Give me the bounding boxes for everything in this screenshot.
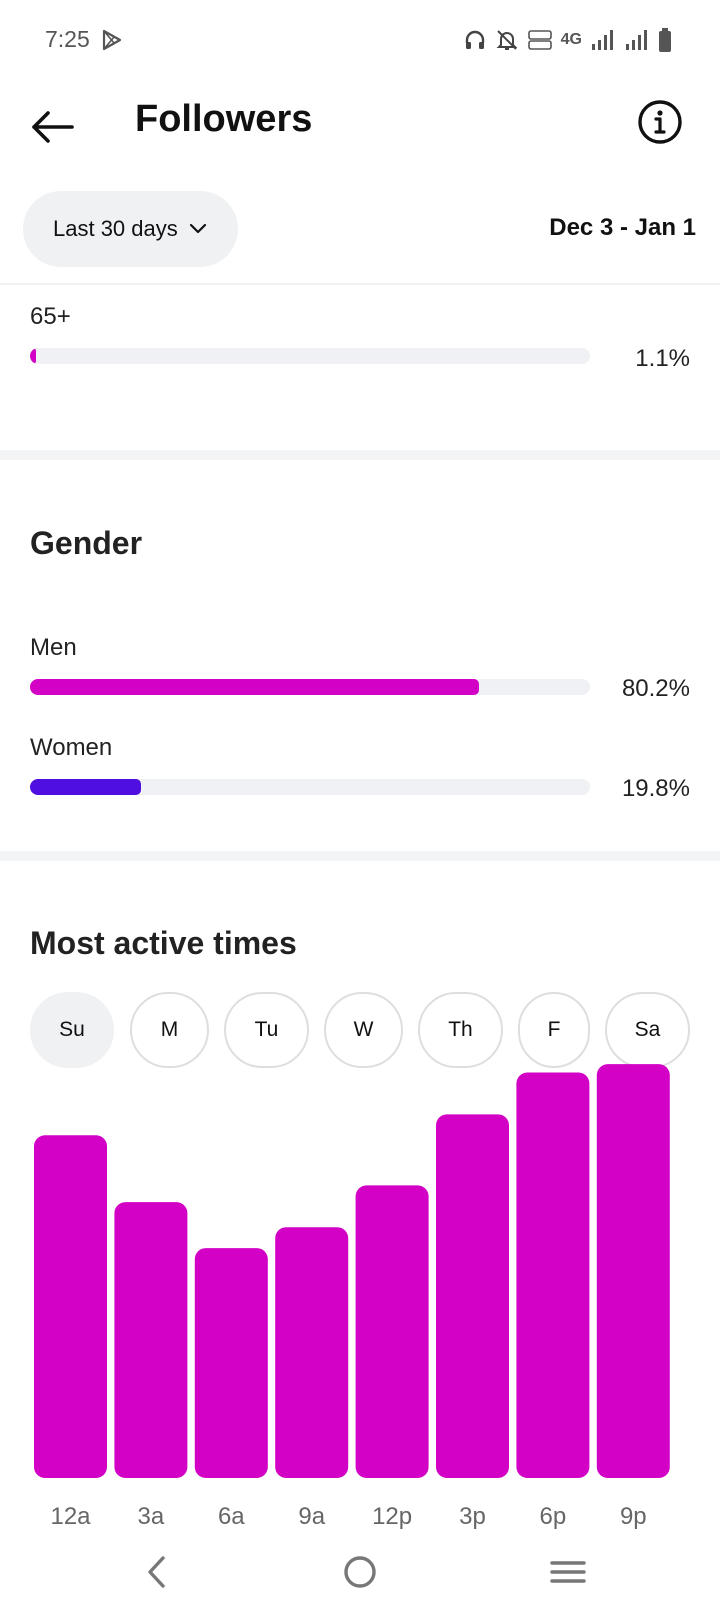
- chart-bar-12p: [355, 1185, 429, 1478]
- gender-value-men: 80.2%: [621, 675, 690, 702]
- active-times-chart: 12a 3a 6a 9a 12p 3p 6p 9p: [34, 1064, 670, 1530]
- chart-tick-label: 9a: [298, 1503, 325, 1530]
- date-range-dropdown[interactable]: Last 30 days: [23, 191, 238, 267]
- bell-muted-icon: [496, 30, 518, 50]
- signal-icon-2: [626, 30, 647, 50]
- gender-bar-fill-women: [30, 779, 141, 795]
- gender-bar-track-men: [30, 679, 590, 695]
- chart-tick-label: 12a: [50, 1503, 91, 1530]
- day-chip-f[interactable]: F: [518, 992, 590, 1068]
- chart-bar-3a: [114, 1202, 188, 1478]
- battery-icon: [659, 28, 671, 52]
- chart-bar-12a: [34, 1135, 107, 1478]
- gender-label-men: Men: [30, 634, 77, 661]
- volte-icon: [527, 30, 552, 50]
- day-chip-label: F: [547, 1018, 561, 1041]
- day-chip-su[interactable]: Su: [30, 992, 114, 1068]
- section-divider: [0, 851, 720, 861]
- age-bar-track: [30, 348, 590, 364]
- age-value-65plus: 1.1%: [635, 345, 690, 372]
- day-chip-tu[interactable]: Tu: [224, 992, 309, 1068]
- page-title: Followers: [135, 98, 313, 140]
- chart-bar-9p: [596, 1064, 670, 1478]
- nav-back-icon[interactable]: [138, 1552, 178, 1592]
- back-arrow-icon[interactable]: [28, 102, 78, 152]
- status-bar: 7:25 4G: [0, 0, 720, 80]
- gender-bar-fill-men: [30, 679, 480, 695]
- day-chip-sa[interactable]: Sa: [605, 992, 690, 1068]
- chart-tick-label: 12p: [372, 1503, 412, 1530]
- age-bar-fill: [30, 348, 37, 364]
- divider: [0, 283, 720, 285]
- chart-tick-label: 6a: [218, 1503, 245, 1530]
- nav-home-icon[interactable]: [340, 1552, 380, 1592]
- chevron-down-icon: [189, 223, 206, 234]
- day-chip-label: Sa: [634, 1018, 661, 1041]
- day-chip-label: W: [353, 1018, 374, 1041]
- day-chip-label: M: [160, 1018, 179, 1041]
- network-type: 4G: [560, 31, 582, 48]
- day-chip-th[interactable]: Th: [418, 992, 503, 1068]
- section-divider: [0, 450, 720, 460]
- gender-label-women: Women: [30, 734, 113, 761]
- headphones-icon: [465, 30, 484, 49]
- day-chip-label: Tu: [254, 1018, 279, 1041]
- chart-tick-label: 3a: [138, 1503, 165, 1530]
- date-range-text: Dec 3 - Jan 1: [549, 214, 696, 241]
- range-label: Last 30 days: [53, 216, 178, 241]
- info-icon[interactable]: [636, 98, 684, 146]
- gender-title: Gender: [30, 525, 143, 561]
- status-time: 7:25: [45, 26, 90, 52]
- day-chip-label: Th: [448, 1018, 473, 1041]
- signal-icon: [592, 30, 613, 50]
- age-label-65plus: 65+: [30, 303, 71, 330]
- gender-bar-track-women: [30, 779, 590, 795]
- day-chip-label: Su: [59, 1018, 85, 1041]
- header: Followers: [0, 80, 720, 180]
- nav-menu-icon[interactable]: [548, 1552, 588, 1592]
- day-chip-w[interactable]: W: [324, 992, 403, 1068]
- chart-bar-6a: [194, 1248, 268, 1478]
- chart-bar-6p: [516, 1072, 590, 1478]
- active-times-title: Most active times: [30, 925, 297, 961]
- play-store-icon: [102, 29, 122, 51]
- gender-value-women: 19.8%: [621, 775, 690, 802]
- status-icons: 4G: [463, 26, 672, 54]
- chart-tick-label: 6p: [540, 1503, 567, 1530]
- day-chip-m[interactable]: M: [130, 992, 209, 1068]
- chart-bar-3p: [436, 1114, 509, 1478]
- chart-tick-label: 9p: [620, 1503, 647, 1530]
- chart-tick-label: 3p: [459, 1503, 486, 1530]
- system-nav-bar: [0, 1540, 720, 1608]
- chart-bar-9a: [275, 1227, 349, 1478]
